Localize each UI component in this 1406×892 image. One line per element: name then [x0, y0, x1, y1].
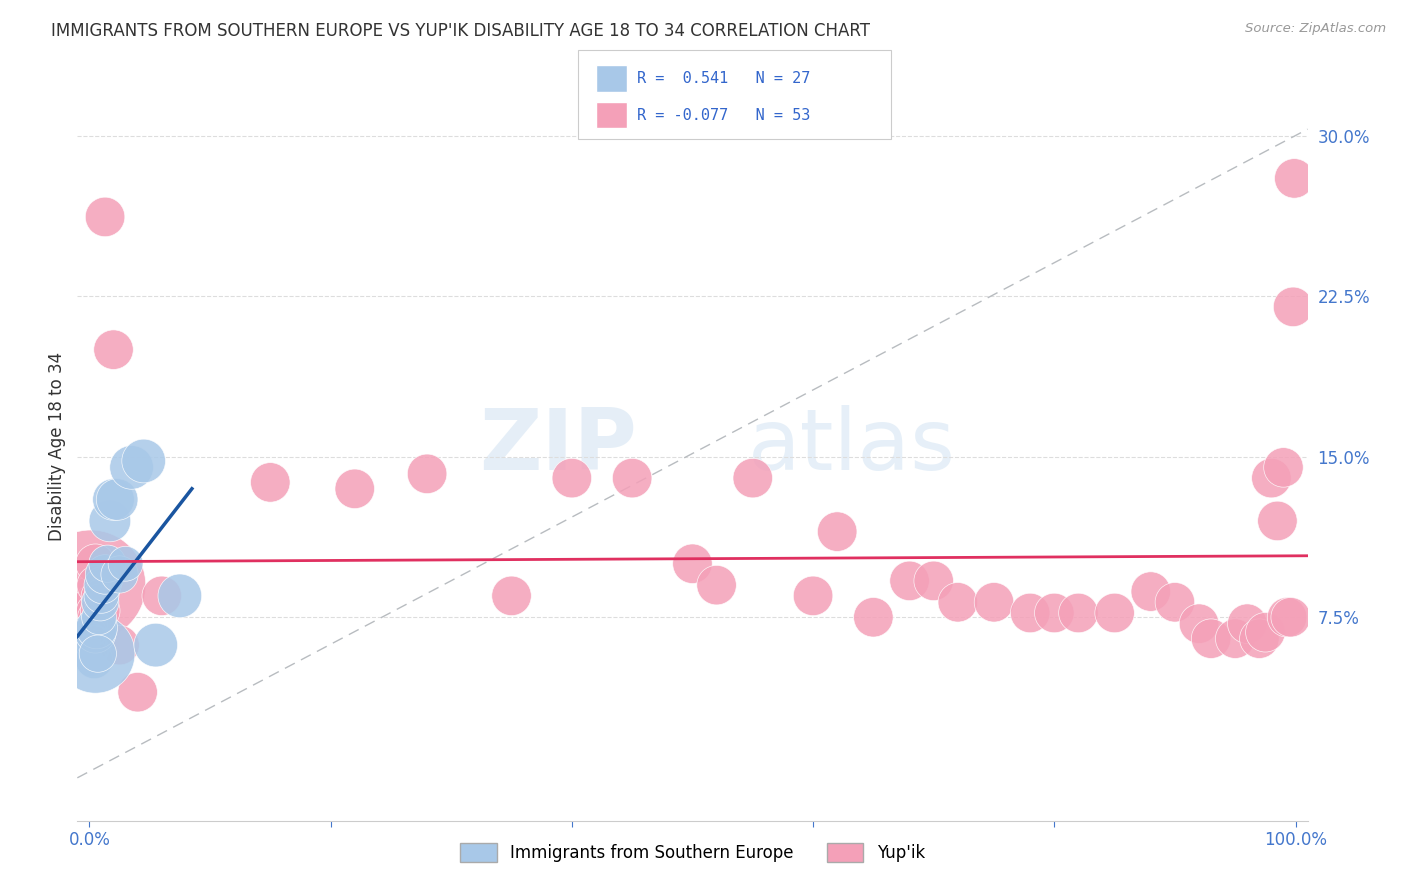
Point	[96, 557, 118, 571]
Point	[682, 557, 704, 571]
Point	[86, 578, 108, 592]
Point	[127, 685, 149, 699]
Text: ZIP: ZIP	[479, 404, 637, 488]
Point	[621, 471, 644, 485]
Point	[84, 647, 107, 661]
Point	[1275, 610, 1298, 624]
Point	[79, 632, 101, 646]
Point	[1260, 471, 1282, 485]
Point	[83, 653, 105, 667]
Point	[343, 482, 366, 496]
Point	[1067, 606, 1090, 620]
Text: Source: ZipAtlas.com: Source: ZipAtlas.com	[1246, 22, 1386, 36]
Point	[706, 578, 728, 592]
Point	[80, 595, 103, 609]
Point	[91, 578, 114, 592]
Point	[80, 642, 103, 657]
Point	[105, 492, 128, 507]
Point	[259, 475, 281, 490]
Text: R = -0.077   N = 53: R = -0.077 N = 53	[637, 108, 810, 122]
Y-axis label: Disability Age 18 to 34: Disability Age 18 to 34	[48, 351, 66, 541]
Point	[132, 454, 155, 468]
Point	[1284, 171, 1306, 186]
Point	[501, 589, 523, 603]
Point	[79, 589, 101, 603]
Point	[103, 492, 125, 507]
Point	[150, 589, 173, 603]
Point	[103, 343, 125, 357]
Point	[1249, 632, 1271, 646]
Point	[121, 460, 143, 475]
Point	[1267, 514, 1289, 528]
Point	[82, 604, 104, 618]
Point	[1236, 616, 1258, 631]
Point	[87, 647, 110, 661]
Point	[90, 595, 112, 609]
Point	[1188, 616, 1211, 631]
Point	[79, 578, 101, 592]
Text: atlas: atlas	[748, 404, 956, 488]
Point	[108, 638, 131, 652]
Point	[922, 574, 945, 588]
Point	[91, 584, 114, 599]
Point	[1164, 595, 1187, 609]
Point	[94, 210, 117, 224]
Point	[416, 467, 439, 481]
Point	[1272, 460, 1295, 475]
Point	[114, 557, 136, 571]
Point	[82, 616, 104, 631]
Point	[87, 599, 110, 614]
Point	[83, 636, 105, 650]
Point	[946, 595, 969, 609]
Point	[93, 578, 115, 592]
Point	[89, 595, 111, 609]
Point	[169, 589, 191, 603]
Point	[1199, 632, 1222, 646]
Point	[862, 610, 884, 624]
Point	[1043, 606, 1066, 620]
Point	[84, 557, 107, 571]
Point	[90, 589, 112, 603]
Point	[83, 610, 105, 624]
Point	[86, 621, 108, 635]
Point	[80, 625, 103, 640]
Legend: Immigrants from Southern Europe, Yup'ik: Immigrants from Southern Europe, Yup'ik	[453, 836, 932, 869]
Point	[1279, 610, 1302, 624]
Point	[898, 574, 921, 588]
Point	[983, 595, 1005, 609]
Point	[87, 589, 110, 603]
Point	[98, 514, 121, 528]
Point	[1254, 625, 1277, 640]
Point	[1225, 632, 1247, 646]
Point	[801, 589, 824, 603]
Point	[145, 638, 167, 652]
Point	[1019, 606, 1042, 620]
Point	[1104, 606, 1126, 620]
Point	[108, 567, 131, 582]
Point	[79, 653, 101, 667]
Point	[1139, 584, 1161, 599]
Point	[825, 524, 848, 539]
Point	[89, 604, 111, 618]
Text: IMMIGRANTS FROM SOUTHERN EUROPE VS YUP'IK DISABILITY AGE 18 TO 34 CORRELATION CH: IMMIGRANTS FROM SOUTHERN EUROPE VS YUP'I…	[51, 22, 870, 40]
Point	[84, 625, 107, 640]
Point	[741, 471, 763, 485]
Point	[94, 567, 117, 582]
Point	[82, 642, 104, 657]
Point	[1282, 300, 1305, 314]
Point	[561, 471, 583, 485]
Point	[87, 610, 110, 624]
Text: R =  0.541   N = 27: R = 0.541 N = 27	[637, 70, 810, 86]
